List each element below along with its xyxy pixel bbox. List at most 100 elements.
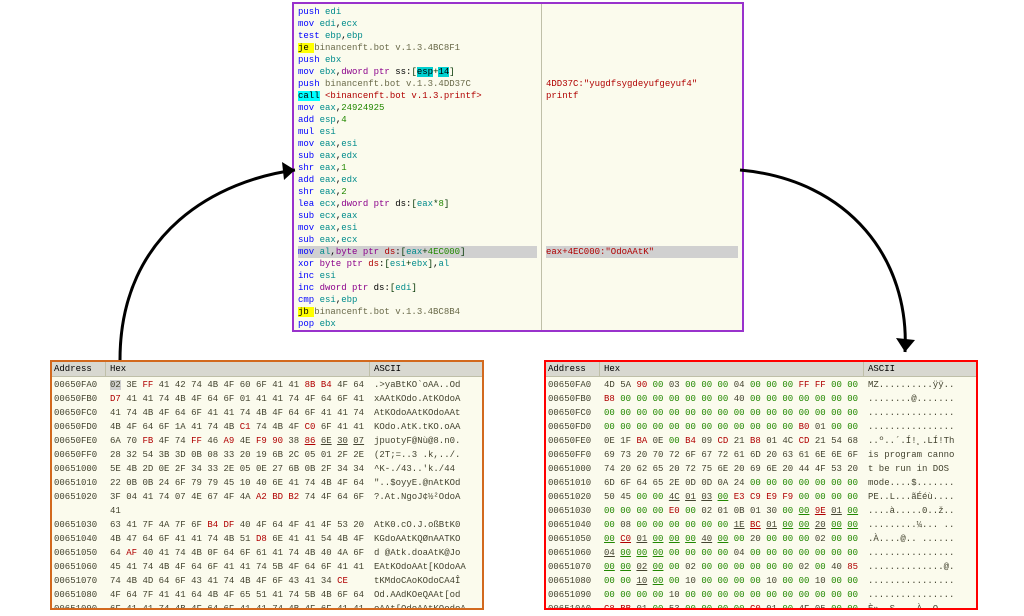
hex-bytes: 64 AF 40 41 74 4B 0F 64 6F 61 41 74 4B 4… — [106, 546, 370, 560]
asm-annotation — [546, 126, 738, 138]
hex-bytes: 04 00 00 00 00 00 00 00 04 00 00 00 00 0… — [600, 546, 864, 560]
hex-row[interactable]: 0065107074 4B 4D 64 6F 43 41 74 4B 4F 6F… — [52, 574, 482, 588]
hex-row[interactable]: 0065102050 45 00 00 4C 01 03 00 E3 C9 E9… — [546, 490, 976, 504]
hex-bytes: 3F 04 41 74 07 4E 67 4F 4A A2 BD B2 74 4… — [106, 490, 370, 518]
hex-bytes: D7 41 41 74 4B 4F 64 6F 01 41 41 74 4F 6… — [106, 392, 370, 406]
asm-line[interactable]: mov eax,esi — [298, 138, 537, 150]
asm-line[interactable]: shr eax,1 — [298, 162, 537, 174]
asm-line[interactable]: lea ecx,dword ptr ds:[eax*8] — [298, 198, 537, 210]
hex-row[interactable]: 0065106004 00 00 00 00 00 00 00 04 00 00… — [546, 546, 976, 560]
asm-annotation — [546, 174, 738, 186]
hex-ascii: ..............@. — [864, 560, 976, 574]
hex-row[interactable]: 0065100074 20 62 65 20 72 75 6E 20 69 6E… — [546, 462, 976, 476]
asm-line[interactable]: add eax,edx — [298, 174, 537, 186]
hex-bytes: 41 74 4B 4F 64 6F 41 41 74 4B 4F 64 6F 4… — [106, 406, 370, 420]
asm-line[interactable]: mul esi — [298, 126, 537, 138]
hex-row[interactable]: 006510005E 4B 2D 0E 2F 34 33 2E 05 0E 27… — [52, 462, 482, 476]
hex-row[interactable]: 0065109000 00 00 00 10 00 00 00 00 00 00… — [546, 588, 976, 602]
asm-line[interactable]: mov ebx,dword ptr ss:[esp+14] — [298, 66, 537, 78]
asm-line[interactable]: sub eax,ecx — [298, 234, 537, 246]
asm-annotation — [546, 54, 738, 66]
hex-ascii: t be run in DOS — [864, 462, 976, 476]
hex-bytes: 5E 4B 2D 0E 2F 34 33 2E 05 0E 27 6B 0B 2… — [106, 462, 370, 476]
hex-row[interactable]: 00650FC000 00 00 00 00 00 00 00 00 00 00… — [546, 406, 976, 420]
hex-row[interactable]: 00650FC041 74 4B 4F 64 6F 41 41 74 4B 4F… — [52, 406, 482, 420]
asm-line[interactable]: cmp esi,ebp — [298, 294, 537, 306]
asm-line[interactable]: mov edi,ecx — [298, 18, 537, 30]
disassembly-annotations: 4DD37C:"yugdfsygdeyufgeyuf4"printf eax+4… — [542, 4, 742, 330]
hex-row[interactable]: 00650FE00E 1F BA 0E 00 B4 09 CD 21 B8 01… — [546, 434, 976, 448]
hex-address: 00650FA0 — [546, 378, 600, 392]
hex-bytes: 00 08 00 00 00 00 00 00 1E BC 01 00 00 2… — [600, 518, 864, 532]
hex-row[interactable]: 00650FF069 73 20 70 72 6F 67 72 61 6D 20… — [546, 448, 976, 462]
hex-header-row: Address Hex ASCII — [546, 362, 976, 377]
hex-row[interactable]: 0065108000 00 10 00 00 10 00 00 00 00 10… — [546, 574, 976, 588]
hex-row[interactable]: 00650FE06A 70 FB 4F 74 FF 46 A9 4E F9 90… — [52, 434, 482, 448]
hex-bytes: 00 C0 01 00 00 00 40 00 00 20 00 00 00 0… — [600, 532, 864, 546]
hex-row[interactable]: 00650FB0D7 41 41 74 4B 4F 64 6F 01 41 41… — [52, 392, 482, 406]
asm-annotation — [546, 342, 738, 354]
hex-row[interactable]: 0065103063 41 7F 4A 7F 6F B4 DF 40 4F 64… — [52, 518, 482, 532]
asm-line[interactable]: push ebx — [298, 54, 537, 66]
asm-line[interactable]: sub ecx,eax — [298, 210, 537, 222]
hex-bytes: 6F 41 41 74 4B 4F 64 6F 41 41 74 4B 4F 6… — [106, 602, 370, 608]
hex-bytes: 6D 6F 64 65 2E 0D 0D 0A 24 00 00 00 00 0… — [600, 476, 864, 490]
hex-address: 00650FD0 — [52, 420, 106, 434]
asm-line[interactable]: xor byte ptr ds:[esi+ebx],al — [298, 258, 537, 270]
hex-row[interactable]: 0065105064 AF 40 41 74 4B 0F 64 6F 61 41… — [52, 546, 482, 560]
asm-line[interactable]: test ebp,ebp — [298, 30, 537, 42]
hex-row[interactable]: 006510A0C8 BB 01 00 53 00 00 00 00 C0 01… — [546, 602, 976, 608]
asm-line[interactable]: call <binancenft.bot v.1.3.printf> — [298, 90, 537, 102]
hex-row[interactable]: 0065105000 C0 01 00 00 00 40 00 00 20 00… — [546, 532, 976, 546]
asm-line[interactable]: add esp,4 — [298, 114, 537, 126]
hex-ascii: ................ — [864, 546, 976, 560]
asm-annotation — [546, 6, 738, 18]
hex-address: 00650FA0 — [52, 378, 106, 392]
hex-right-body[interactable]: 00650FA04D 5A 90 00 03 00 00 00 04 00 00… — [546, 377, 976, 608]
asm-annotation — [546, 150, 738, 162]
asm-line[interactable]: je binancenft.bot v.1.3.4BC8F1 — [298, 42, 537, 54]
hex-row[interactable]: 00650FF028 32 54 3B 3D 0B 08 33 20 19 6B… — [52, 448, 482, 462]
asm-line[interactable]: push binancenft.bot v.1.3.4DD37C — [298, 78, 537, 90]
hex-bytes: 63 41 7F 4A 7F 6F B4 DF 40 4F 64 4F 41 4… — [106, 518, 370, 532]
asm-line[interactable]: mov al,byte ptr ds:[eax+4EC000] — [298, 246, 537, 258]
asm-line[interactable]: inc dword ptr ds:[edi] — [298, 282, 537, 294]
asm-annotation — [546, 294, 738, 306]
hex-ascii: ..º..´.Í!¸.LÍ!Th — [864, 434, 976, 448]
hex-row[interactable]: 0065106045 41 74 4B 4F 64 6F 41 41 74 5B… — [52, 560, 482, 574]
hex-row[interactable]: 0065104000 08 00 00 00 00 00 00 1E BC 01… — [546, 518, 976, 532]
hex-ascii: AtKOdoAAtKOdoAAt — [370, 406, 482, 420]
hex-row[interactable]: 0065103000 00 00 00 E0 00 02 01 0B 01 30… — [546, 504, 976, 518]
hex-row[interactable]: 006510404B 47 64 6F 41 41 74 4B 51 D8 6E… — [52, 532, 482, 546]
asm-line[interactable]: inc esi — [298, 270, 537, 282]
hex-row[interactable]: 006510203F 04 41 74 07 4E 67 4F 4A A2 BD… — [52, 490, 482, 518]
hex-row[interactable]: 00650FA002 3E FF 41 42 74 4B 4F 60 6F 41… — [52, 378, 482, 392]
col-address: Address — [546, 362, 600, 376]
hex-row[interactable]: 00650FD000 00 00 00 00 00 00 00 00 00 00… — [546, 420, 976, 434]
asm-line[interactable]: mov eax,24924925 — [298, 102, 537, 114]
asm-annotation: 4DD37C:"yugdfsygdeyufgeyuf4" — [546, 78, 738, 90]
asm-line[interactable]: jb binancenft.bot v.1.3.4BC8B4 — [298, 306, 537, 318]
hex-row[interactable]: 00650FA04D 5A 90 00 03 00 00 00 04 00 00… — [546, 378, 976, 392]
asm-line[interactable]: mov eax,esi — [298, 222, 537, 234]
hex-address: 00650FB0 — [546, 392, 600, 406]
hex-left-body[interactable]: 00650FA002 3E FF 41 42 74 4B 4F 60 6F 41… — [52, 377, 482, 608]
hex-row[interactable]: 00650FB0B8 00 00 00 00 00 00 00 40 00 00… — [546, 392, 976, 406]
disassembly-listing[interactable]: push edimov edi,ecxtest ebp,ebpje binanc… — [294, 4, 542, 330]
asm-annotation — [546, 306, 738, 318]
hex-ascii: .........¼... .. — [864, 518, 976, 532]
hex-row[interactable]: 0065101022 0B 0B 24 6F 79 79 45 10 40 6E… — [52, 476, 482, 490]
hex-bytes: 00 00 10 00 00 10 00 00 00 00 10 00 00 1… — [600, 574, 864, 588]
asm-line[interactable]: shr eax,2 — [298, 186, 537, 198]
asm-line[interactable]: push edi — [298, 6, 537, 18]
hex-ascii: xAAtKOdo.AtKOdoA — [370, 392, 482, 406]
hex-row[interactable]: 00650FD04B 4F 64 6F 1A 41 74 4B C1 74 4B… — [52, 420, 482, 434]
asm-line[interactable]: pop ebx — [298, 318, 537, 330]
hex-row[interactable]: 006510906F 41 41 74 4B 4F 64 6F 41 41 74… — [52, 602, 482, 608]
hex-dump-before: Address Hex ASCII 00650FA002 3E FF 41 42… — [50, 360, 484, 610]
hex-row[interactable]: 006510106D 6F 64 65 2E 0D 0D 0A 24 00 00… — [546, 476, 976, 490]
asm-line[interactable]: sub eax,edx — [298, 150, 537, 162]
hex-row[interactable]: 0065107000 00 02 00 00 02 00 00 00 00 00… — [546, 560, 976, 574]
hex-row[interactable]: 006510804F 64 7F 41 41 64 4B 4F 65 51 41… — [52, 588, 482, 602]
hex-bytes: 45 41 74 4B 4F 64 6F 41 41 74 5B 4F 64 6… — [106, 560, 370, 574]
